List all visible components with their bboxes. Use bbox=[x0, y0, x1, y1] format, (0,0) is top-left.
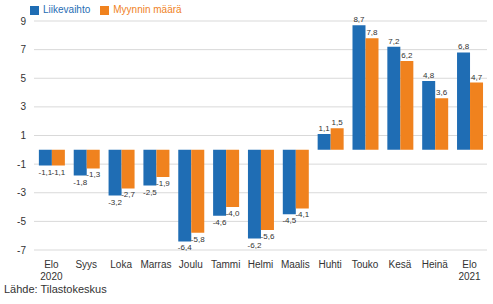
svg-text:Joulu: Joulu bbox=[179, 259, 203, 270]
svg-text:1,5: 1,5 bbox=[332, 118, 344, 127]
svg-text:Huhti: Huhti bbox=[319, 259, 342, 270]
svg-text:-3,2: -3,2 bbox=[108, 197, 122, 207]
svg-text:-2,7: -2,7 bbox=[121, 190, 135, 199]
svg-text:Marras: Marras bbox=[140, 259, 171, 270]
svg-text:Tammi: Tammi bbox=[211, 259, 240, 270]
svg-text:-4,0: -4,0 bbox=[226, 209, 240, 218]
svg-text:-1,3: -1,3 bbox=[86, 170, 100, 179]
svg-text:-6,4: -6,4 bbox=[178, 243, 192, 252]
svg-text:7: 7 bbox=[20, 44, 26, 55]
svg-text:3,6: 3,6 bbox=[436, 88, 448, 97]
svg-text:-4,1: -4,1 bbox=[295, 210, 309, 219]
html-text:Myynnin määrä: Myynnin määrä bbox=[113, 4, 182, 15]
svg-text:-5,6: -5,6 bbox=[261, 232, 275, 241]
svg-text:-1,1: -1,1 bbox=[51, 168, 65, 177]
svg-text:5: 5 bbox=[20, 73, 26, 84]
svg-text:8,7: 8,7 bbox=[353, 15, 365, 24]
svg-text:-1,8: -1,8 bbox=[73, 177, 88, 187]
svg-text:-7: -7 bbox=[17, 245, 26, 256]
svg-text:-5: -5 bbox=[17, 216, 26, 227]
svg-text:-4,5: -4,5 bbox=[282, 216, 297, 226]
svg-text:7,8: 7,8 bbox=[366, 28, 378, 37]
svg-text:1: 1 bbox=[20, 130, 26, 141]
svg-text:7,2: 7,2 bbox=[388, 37, 400, 46]
svg-text:Elo2020: Elo2020 bbox=[40, 259, 63, 282]
svg-text:-4,6: -4,6 bbox=[213, 218, 227, 227]
svg-text:Loka: Loka bbox=[110, 259, 132, 270]
svg-text:-6,2: -6,2 bbox=[248, 241, 262, 250]
html-text:Liikevaihto: Liikevaihto bbox=[43, 4, 91, 15]
svg-text:-3: -3 bbox=[17, 187, 26, 198]
svg-text:-1,9: -1,9 bbox=[156, 179, 170, 188]
svg-text:6,8: 6,8 bbox=[458, 42, 470, 51]
svg-text:1,1: 1,1 bbox=[319, 124, 331, 133]
svg-text:4,7: 4,7 bbox=[471, 73, 483, 82]
svg-text:-1,1: -1,1 bbox=[38, 167, 53, 177]
svg-text:Elo2021: Elo2021 bbox=[458, 259, 481, 282]
svg-text:Maalis: Maalis bbox=[281, 259, 310, 270]
svg-text:-2,5: -2,5 bbox=[143, 188, 157, 197]
svg-text:Helmi: Helmi bbox=[248, 259, 274, 270]
svg-text:9: 9 bbox=[20, 16, 26, 27]
svg-text:Touko: Touko bbox=[352, 259, 379, 270]
svg-text:Kesä: Kesä bbox=[388, 259, 411, 270]
svg-text:-1: -1 bbox=[17, 159, 26, 170]
svg-text:3: 3 bbox=[20, 101, 26, 112]
svg-text:-5,8: -5,8 bbox=[191, 235, 205, 244]
svg-text:4,8: 4,8 bbox=[423, 71, 435, 80]
html-text:Lähde: Tilastokeskus: Lähde: Tilastokeskus bbox=[4, 283, 107, 295]
svg-text:6,2: 6,2 bbox=[401, 51, 413, 60]
svg-text:Syys: Syys bbox=[75, 259, 97, 270]
svg-text:Heinä: Heinä bbox=[422, 259, 449, 270]
